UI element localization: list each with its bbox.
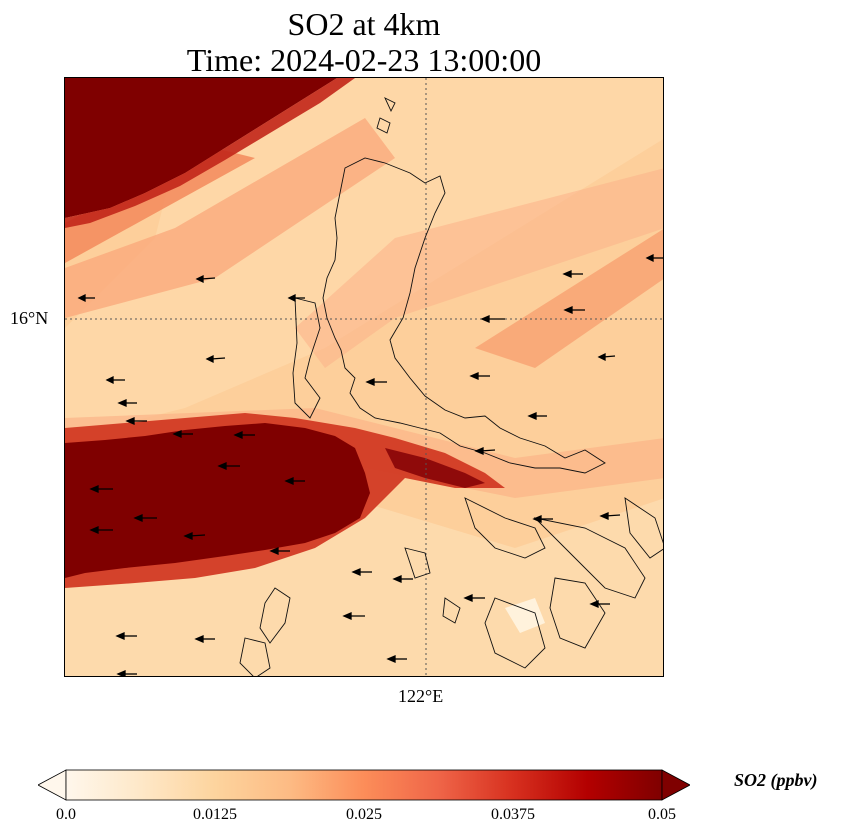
wind-arrow — [563, 306, 585, 314]
wind-arrow — [342, 612, 365, 620]
colorbar-gradient — [65, 769, 663, 801]
plume-center — [385, 448, 485, 488]
colorbar-tick: 0.025 — [346, 806, 382, 823]
colorbar — [38, 769, 690, 801]
wind-arrow — [89, 526, 113, 534]
wind-arrow — [480, 315, 505, 323]
coastlines — [239, 97, 663, 676]
wind-vectors — [77, 253, 663, 676]
wind-arrow — [115, 632, 137, 640]
colorbar-tick: 0.0125 — [193, 806, 237, 823]
light-patch-southeast — [505, 598, 545, 633]
lat-tick-label: 16°N — [10, 308, 49, 328]
wind-arrow — [589, 600, 610, 608]
lon-tick-label: 122°E — [398, 686, 444, 706]
medium-band-northwest-edge — [65, 148, 255, 263]
wind-arrow — [532, 515, 553, 523]
map-panel[interactable] — [64, 77, 664, 677]
wind-arrow — [392, 575, 413, 583]
colorbar-max-extend — [661, 769, 690, 801]
wind-arrow — [195, 274, 216, 284]
wind-arrow — [133, 514, 157, 522]
plume-northwest — [65, 78, 337, 218]
wind-arrow — [469, 372, 490, 380]
plume-southwest — [65, 423, 370, 578]
wind-arrow — [205, 354, 226, 364]
wind-arrow — [117, 399, 137, 407]
wind-arrow — [597, 352, 616, 362]
wind-arrow — [194, 635, 215, 643]
wind-arrow — [527, 412, 547, 420]
wind-arrow — [386, 655, 407, 663]
colorbar-tick: 0.05 — [648, 806, 676, 823]
wind-arrow — [77, 293, 95, 303]
wind-arrow — [463, 594, 485, 602]
so2-map — [65, 78, 663, 676]
wind-arrow — [269, 547, 290, 555]
title-time: Time: 2024-02-23 13:00:00 — [186, 42, 542, 78]
wind-arrow — [105, 375, 125, 385]
wind-arrow — [287, 293, 305, 303]
title-variable: SO2 at 4km — [287, 6, 441, 42]
wind-arrow — [365, 378, 387, 386]
wind-arrow — [351, 568, 372, 576]
wind-arrow — [172, 430, 193, 438]
wind-arrow — [125, 417, 147, 425]
wind-arrow — [89, 485, 113, 493]
colorbar-min-extend — [38, 769, 67, 801]
wind-arrow — [116, 670, 137, 676]
wind-arrow — [217, 462, 240, 470]
wind-arrow — [183, 532, 206, 540]
wind-arrow — [474, 447, 496, 455]
wind-arrow — [645, 253, 663, 263]
wind-arrow — [599, 512, 621, 520]
colorbar-label: SO2 (ppbv) — [734, 770, 818, 790]
medium-band-east — [475, 229, 663, 368]
wind-arrow — [233, 431, 255, 439]
wind-arrow — [284, 477, 305, 485]
colorbar-tick: 0.0 — [56, 806, 76, 823]
medium-band-center — [295, 168, 663, 368]
wind-arrow — [562, 270, 583, 278]
plume-northwest-fringe — [65, 78, 355, 228]
colorbar-tick: 0.0375 — [491, 806, 535, 823]
medium-band-north — [65, 118, 395, 318]
